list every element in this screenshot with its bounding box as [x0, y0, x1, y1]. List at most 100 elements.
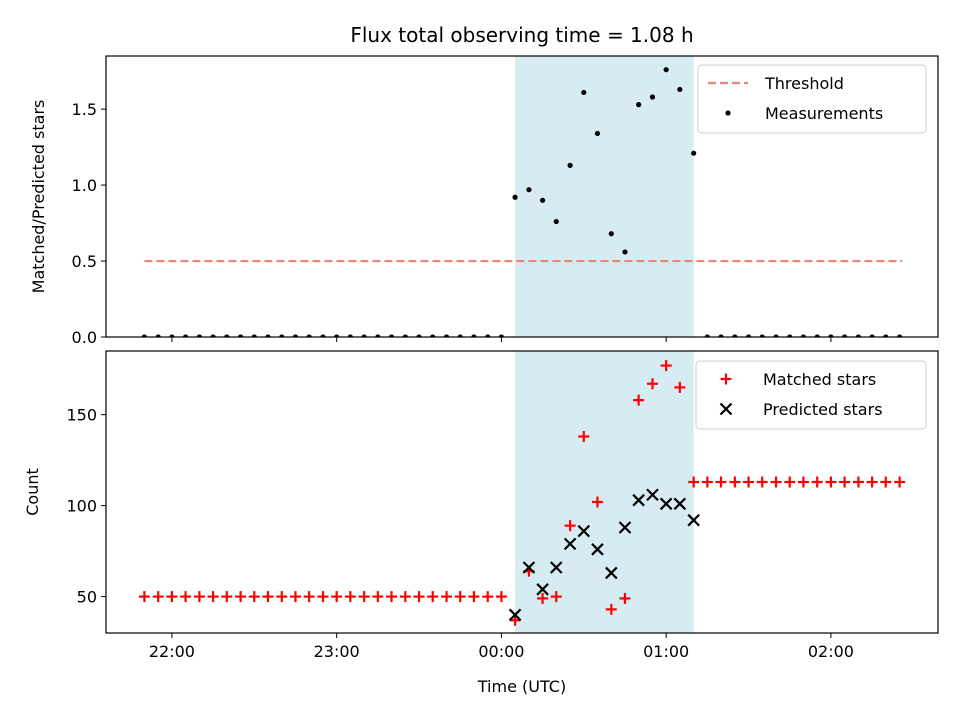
- data-point: [265, 334, 271, 337]
- legend: Threshold Measurements: [697, 64, 927, 134]
- data-point: [402, 334, 408, 337]
- data-point: [564, 520, 576, 532]
- data-point: [729, 476, 741, 488]
- data-point: [636, 102, 642, 108]
- data-point: [262, 591, 274, 603]
- data-point: [852, 476, 864, 488]
- data-point: [841, 334, 848, 337]
- data-point: [537, 592, 549, 604]
- data-point: [663, 67, 669, 73]
- bottom-panel-counts: 22:00 23:00 00:00 01:00 02:00 50 100 150 Count Ma…: [23, 350, 939, 661]
- data-point: [251, 334, 257, 337]
- data-point: [756, 476, 768, 488]
- data-point: [646, 378, 658, 390]
- data-point: [361, 334, 367, 337]
- data-point: [773, 334, 779, 337]
- data-point: [688, 476, 700, 488]
- data-point: [839, 476, 851, 488]
- data-point: [221, 591, 233, 603]
- data-point: [155, 334, 161, 337]
- data-point: [828, 334, 834, 337]
- series-measurements: [141, 67, 903, 337]
- data-point: [718, 334, 724, 337]
- data-point: [180, 591, 192, 603]
- plot-area: [138, 360, 906, 626]
- data-point: [207, 591, 219, 603]
- data-point: [784, 476, 796, 488]
- data-point: [567, 162, 573, 168]
- data-point: [224, 334, 230, 337]
- x-tick-label: 02:00: [808, 642, 854, 661]
- data-point: [659, 497, 673, 511]
- data-point: [320, 334, 326, 337]
- data-point: [563, 537, 577, 551]
- data-point: [594, 130, 601, 137]
- data-point: [687, 513, 700, 527]
- data-point: [581, 89, 587, 96]
- data-point: [797, 476, 809, 488]
- data-point: [539, 197, 546, 203]
- data-point: [317, 591, 329, 603]
- legend-box: [697, 64, 927, 134]
- data-point: [152, 591, 164, 603]
- y-axis-label: Count: [23, 468, 42, 516]
- data-point: [811, 476, 823, 488]
- data-point: [632, 493, 645, 507]
- data-point: [292, 334, 299, 337]
- data-point: [646, 488, 659, 502]
- data-point: [522, 561, 536, 574]
- axes-frame: [105, 55, 939, 338]
- y-tick-label: 0.0: [72, 328, 97, 347]
- legend-marker: [725, 110, 731, 116]
- data-point: [235, 591, 247, 603]
- data-point: [800, 334, 806, 337]
- data-point: [553, 218, 559, 225]
- data-point: [866, 476, 878, 488]
- data-point: [591, 543, 604, 556]
- data-point: [787, 334, 793, 337]
- legend-marker: [719, 402, 733, 416]
- data-point: [495, 591, 507, 603]
- data-point: [248, 591, 260, 603]
- data-point: [633, 394, 645, 406]
- y-tick-label: 50: [77, 588, 97, 607]
- data-point: [883, 334, 889, 337]
- data-point: [512, 194, 518, 200]
- data-point: [169, 334, 175, 337]
- data-point: [196, 334, 203, 337]
- data-point: [605, 566, 618, 580]
- data-point: [509, 614, 521, 626]
- data-point: [649, 94, 656, 100]
- data-point: [427, 591, 439, 603]
- y-tick-label: 100: [66, 497, 97, 516]
- legend-marker: [720, 373, 732, 385]
- data-point: [279, 334, 285, 337]
- chart-title: Flux total observing time = 1.08 h: [350, 23, 693, 47]
- observing-window-span: [515, 56, 694, 337]
- data-point: [482, 591, 494, 603]
- y-tick-label: 1.0: [72, 176, 97, 195]
- data-point: [303, 591, 315, 603]
- legend-label: Threshold: [764, 74, 844, 93]
- data-point: [759, 334, 765, 337]
- data-point: [485, 334, 491, 337]
- data-point: [331, 591, 343, 603]
- data-point: [430, 334, 436, 337]
- data-point: [276, 591, 288, 603]
- data-point: [674, 381, 686, 393]
- data-point: [344, 591, 356, 603]
- data-point: [399, 591, 411, 603]
- top-panel-ratio: 0.0 0.5 1.0 1.5 Matched/Predicted stars Thres…: [29, 55, 939, 347]
- data-point: [605, 603, 617, 615]
- y-tick-label: 150: [66, 406, 97, 425]
- legend-label: Matched stars: [763, 370, 876, 389]
- x-tick-label: 23:00: [314, 642, 360, 661]
- axes-frame: [105, 350, 939, 634]
- data-point: [894, 476, 906, 488]
- data-point: [441, 591, 453, 603]
- data-point: [622, 249, 628, 255]
- data-point: [375, 334, 381, 337]
- data-point: [770, 476, 782, 488]
- data-point: [550, 591, 562, 603]
